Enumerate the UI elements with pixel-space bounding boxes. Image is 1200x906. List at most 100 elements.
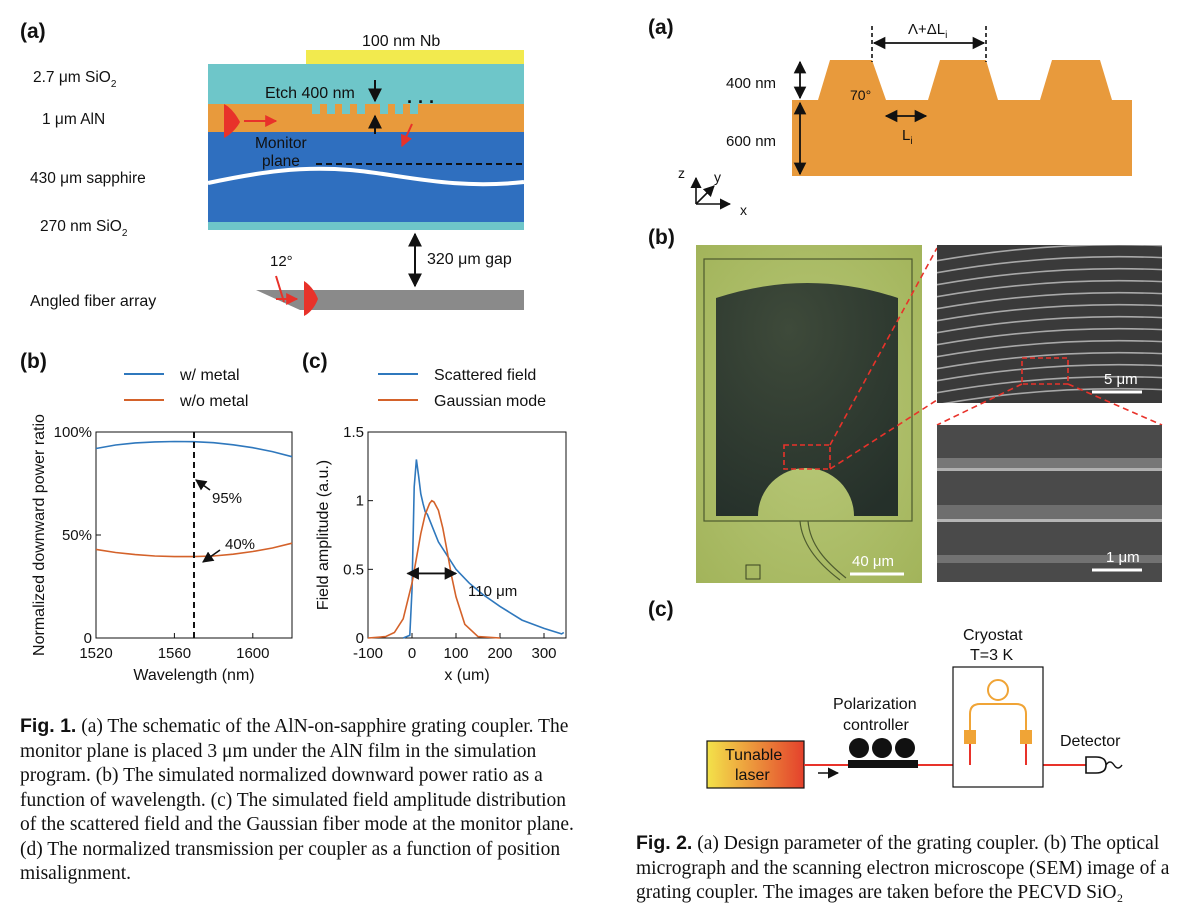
x-tick-label: -100 [353, 645, 383, 662]
optical-micrograph: 40 μm [696, 245, 922, 583]
tunable-laser-box [706, 740, 805, 789]
x-tick-label: 100 [443, 645, 468, 662]
input-mode-pulse [224, 104, 240, 138]
angle-label: 12° [270, 253, 293, 270]
fiber-angle-line [275, 275, 285, 303]
laser-label-1: Tunable [725, 747, 782, 764]
fig1-caption-label: Fig. 1. [20, 715, 77, 737]
polarization-label-1: Polarization [833, 696, 917, 713]
x-tick-label: 200 [487, 645, 512, 662]
scale-40-label: 40 μm [852, 553, 894, 570]
continuation-dots: · · · [407, 92, 435, 112]
legend-label: w/o metal [179, 393, 248, 410]
nb-metal-layer [306, 50, 524, 64]
y-tick-label: 50% [62, 527, 92, 544]
y-tick-label: 0 [84, 630, 92, 647]
x-tick-label: 1600 [236, 645, 269, 662]
axis-x-label: x [740, 202, 747, 218]
fig2-panel-a: (a) Λ+ΔLi 400 nm 600 nm 70° Li z y x [648, 16, 1132, 218]
fig2a-panel-label: (a) [648, 16, 674, 39]
sapphire-layer [208, 132, 524, 222]
nb-label: 100 nm Nb [362, 33, 440, 50]
x-axis-label: Wavelength (nm) [133, 667, 254, 684]
polarization-base [848, 760, 918, 768]
y-tick-label: 100% [54, 424, 92, 441]
annot-width: 110 μm [468, 583, 517, 600]
coupler-left [964, 730, 976, 744]
fig1-caption: Fig. 1. (a) The schematic of the AlN-on-… [20, 714, 585, 887]
sio2-bottom-label: 270 nm SiO2 [40, 218, 128, 239]
sio2-bottom-layer [208, 222, 524, 230]
cryostat-label: Cryostat [963, 627, 1023, 644]
y-tick-label: 0 [356, 630, 364, 647]
series-line-2 [367, 499, 501, 639]
bus-waveguide [969, 703, 1027, 738]
fig2-panel-b: (b) 40 μm [648, 226, 1163, 583]
cryo-fiber-links [969, 744, 1027, 765]
li-label: Li [902, 127, 913, 147]
sem-image-1um: 1 μm [937, 425, 1162, 582]
ring-resonator [987, 679, 1009, 701]
axis-z-label: z [678, 165, 685, 181]
x-tick-label: 0 [408, 645, 416, 662]
zoom-connector-1b [829, 399, 938, 470]
fig1a-panel-label: (a) [20, 20, 46, 43]
detector-wire [1105, 761, 1123, 769]
sio2-top-label: 2.7 μm SiO2 [33, 69, 117, 90]
fig2-panel-c: (c) Tunable laser Polarization controlle… [648, 598, 1123, 789]
paddle-3 [895, 738, 915, 758]
annot-40-arrow [202, 549, 221, 563]
zoom-connector-1a [829, 247, 938, 446]
annot-95: 95% [212, 490, 242, 507]
fig2c-panel-label: (c) [648, 598, 674, 621]
monitor-label-1: Monitor [255, 135, 307, 152]
y-axis-label: Normalized downward power ratio [31, 414, 48, 656]
sem-image-5um: 5 μm [937, 245, 1162, 403]
x-tick-label: 300 [531, 645, 556, 662]
fiber-mode-pulse [304, 281, 318, 316]
plot-frame [367, 431, 567, 639]
legend-label: w/ metal [179, 367, 240, 384]
fig2-caption-label: Fig. 2. [636, 832, 693, 854]
axes-triad: z y x [678, 165, 747, 218]
fig1-panel-a: (a) 100 nm Nb 2.7 μm SiO2 1 μm AlN 430 μ… [20, 20, 525, 316]
monitor-label-2: plane [262, 153, 300, 170]
legend-label: Gaussian mode [434, 393, 546, 410]
fig1-panel-b: (b) 1520 1560 1600 0 50% 100% Wavelength (nm) N… [20, 350, 293, 684]
fig2-caption-text: (a) Design parameter of the grating coup… [636, 833, 1170, 903]
zoom-connector-2b [1067, 383, 1163, 426]
aln-label: 1 μm AlN [42, 111, 105, 128]
grating-profile [792, 60, 1132, 176]
coupler-right [1020, 730, 1032, 744]
annot-40: 40% [225, 536, 255, 553]
fiber-array [256, 290, 524, 310]
y-axis-label: Field amplitude (a.u.) [315, 460, 332, 610]
fig1b-panel-label: (b) [20, 350, 47, 373]
laser-label-2: laser [735, 767, 770, 784]
fiber-array-label: Angled fiber array [30, 293, 156, 310]
y-tick-label: 1 [356, 493, 364, 510]
paddle-1 [849, 738, 869, 758]
zoom-box-1 [783, 444, 831, 470]
detector-label: Detector [1060, 733, 1121, 750]
y-tick-label: 1.5 [343, 424, 364, 441]
gap-label: 320 μm gap [427, 251, 512, 268]
fig1-caption-text: (a) The schematic of the AlN-on-sapphire… [20, 716, 574, 884]
etch-label: Etch 400 nm [265, 85, 355, 102]
h400-label: 400 nm [726, 75, 776, 92]
cryostat-box [952, 666, 1044, 788]
zoom-connector-2a [936, 383, 1023, 426]
scale-5-label: 5 μm [1104, 371, 1138, 388]
downward-ratio-chart: 1520 1560 1600 0 50% 100% Wavelength (nm) Norma… [31, 367, 293, 684]
annot-95-arrow [195, 479, 211, 491]
x-tick-label: 1560 [158, 645, 191, 662]
paddle-2 [872, 738, 892, 758]
period-label: Λ+ΔLi [908, 21, 947, 41]
axis-y-label: y [714, 169, 721, 185]
series-line-1 [95, 440, 293, 458]
series-line-1 [402, 459, 565, 639]
h600-label: 600 nm [726, 133, 776, 150]
x-tick-label: 1520 [79, 645, 112, 662]
